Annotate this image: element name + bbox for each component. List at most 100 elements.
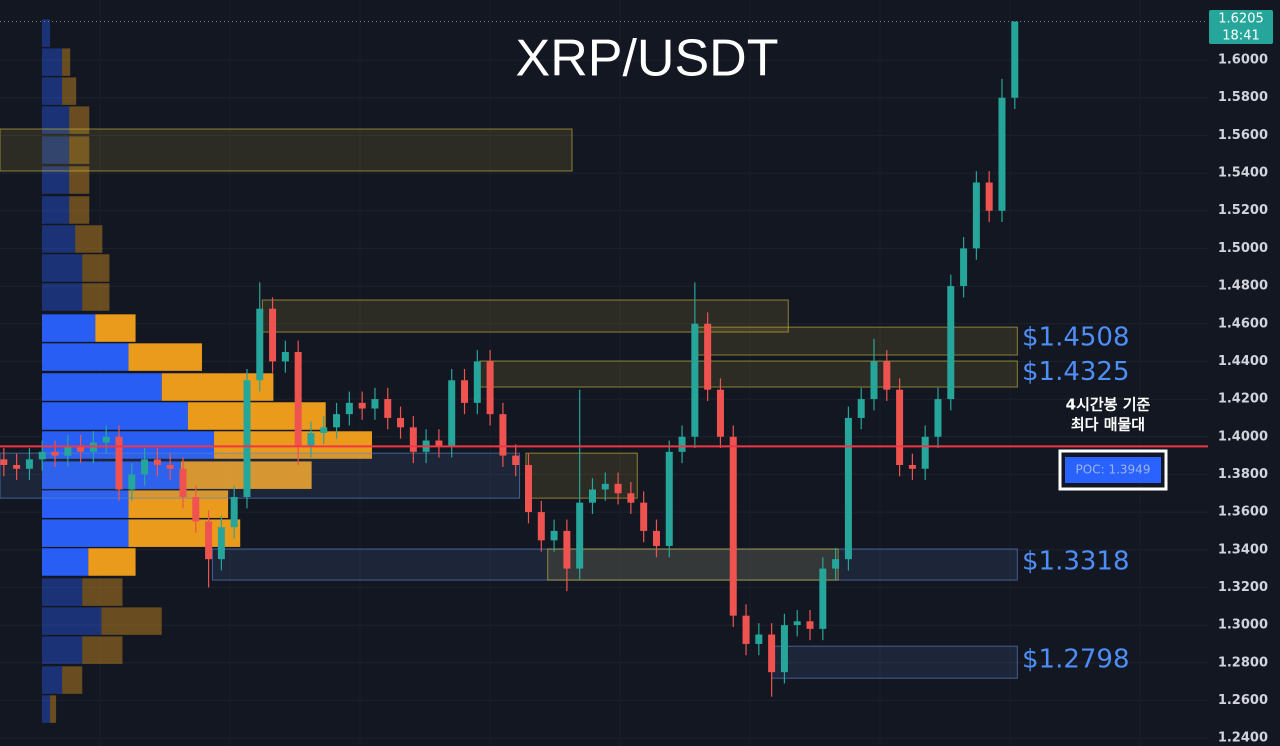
candle-body bbox=[588, 489, 596, 503]
profile-buy-bar bbox=[42, 19, 51, 47]
profile-buy-bar bbox=[42, 136, 70, 164]
profile-sell-bar bbox=[62, 77, 77, 105]
profile-buy-bar bbox=[42, 402, 188, 430]
candle-body bbox=[461, 380, 469, 403]
candle-body bbox=[38, 451, 46, 460]
candle-body bbox=[691, 323, 699, 437]
profile-sell-bar bbox=[69, 136, 90, 164]
profile-sell-bar bbox=[128, 490, 229, 518]
candle-body bbox=[499, 414, 507, 456]
profile-sell-bar bbox=[95, 314, 136, 342]
candle-body bbox=[844, 417, 852, 560]
price-annotation: $1.2798 bbox=[1022, 645, 1130, 675]
candle-body bbox=[243, 380, 251, 498]
y-tick-label: 1.5000 bbox=[1218, 241, 1268, 256]
profile-buy-bar bbox=[42, 519, 129, 547]
y-tick-label: 1.4000 bbox=[1218, 429, 1268, 444]
last-price-label: 1.6205 bbox=[1218, 12, 1264, 27]
candle-body bbox=[972, 182, 980, 249]
note-text: 4시간봉 기준 bbox=[1066, 396, 1151, 414]
zone bbox=[771, 645, 1018, 679]
candle-body bbox=[729, 436, 737, 616]
y-tick-label: 1.2400 bbox=[1218, 731, 1268, 746]
candle-body bbox=[896, 389, 904, 466]
y-tick-label: 1.4400 bbox=[1218, 354, 1268, 369]
y-tick-label: 1.5200 bbox=[1218, 203, 1268, 218]
profile-buy-bar bbox=[42, 283, 83, 311]
candle-body bbox=[217, 527, 225, 560]
note-text: 최다 매물대 bbox=[1071, 416, 1145, 434]
candle-body bbox=[998, 97, 1006, 211]
y-tick-label: 1.2600 bbox=[1218, 693, 1268, 708]
candle-body bbox=[614, 483, 622, 494]
candle-body bbox=[77, 446, 85, 452]
candle-body bbox=[128, 474, 136, 490]
candle-body bbox=[806, 621, 814, 629]
candle-body bbox=[525, 465, 532, 513]
candle-body bbox=[755, 634, 763, 644]
candle-body bbox=[832, 559, 840, 569]
y-tick-label: 1.5600 bbox=[1218, 128, 1268, 143]
profile-buy-bar bbox=[42, 314, 96, 342]
profile-buy-bar bbox=[42, 196, 70, 224]
zone bbox=[547, 548, 839, 581]
profile-sell-bar bbox=[161, 373, 274, 401]
price-axis-labels: 1.2400 1.2600 1.2800 1.3000 1.3200 1.3400 1.36… bbox=[1209, 10, 1273, 746]
candle-body bbox=[473, 361, 481, 403]
candle-body bbox=[537, 512, 545, 541]
candle-body bbox=[947, 286, 955, 400]
candle-body bbox=[576, 502, 584, 569]
profile-buy-bar bbox=[42, 77, 63, 105]
profile-sell-bar bbox=[101, 607, 162, 635]
candle-body bbox=[192, 497, 200, 522]
price-annotation: $1.4508 bbox=[1022, 323, 1130, 353]
y-tick-label: 1.6000 bbox=[1218, 53, 1268, 68]
candle-body bbox=[768, 634, 776, 673]
candle-body bbox=[333, 414, 341, 428]
candle-body bbox=[345, 402, 353, 415]
candle-body bbox=[153, 459, 161, 466]
price-axis bbox=[1208, 0, 1280, 746]
profile-buy-bar bbox=[42, 343, 129, 371]
candle-body bbox=[448, 380, 456, 447]
candle-body bbox=[102, 436, 110, 443]
y-tick-label: 1.2800 bbox=[1218, 655, 1268, 670]
zone bbox=[0, 452, 521, 499]
candle-body bbox=[857, 399, 865, 418]
y-tick-label: 1.5400 bbox=[1218, 166, 1268, 181]
candle-body bbox=[550, 530, 558, 541]
zone bbox=[0, 128, 573, 172]
zones bbox=[0, 128, 1018, 679]
candle-body bbox=[486, 361, 494, 415]
candle-body bbox=[563, 530, 571, 569]
candle-body bbox=[960, 248, 968, 287]
candle-body bbox=[985, 182, 993, 211]
candle-body bbox=[640, 502, 648, 531]
y-tick-label: 1.4200 bbox=[1218, 392, 1268, 407]
profile-sell-bar bbox=[62, 48, 71, 76]
profile-sell-bar bbox=[128, 343, 202, 371]
candle-body bbox=[51, 451, 59, 456]
profile-sell-bar bbox=[69, 196, 90, 224]
y-tick-label: 1.5800 bbox=[1218, 90, 1268, 105]
y-tick-label: 1.3000 bbox=[1218, 618, 1268, 633]
zone bbox=[696, 326, 1018, 356]
candle-body bbox=[908, 465, 916, 469]
candle-body bbox=[179, 468, 187, 498]
profile-buy-bar bbox=[42, 225, 76, 253]
candle-body bbox=[409, 427, 417, 452]
profile-buy-bar bbox=[42, 636, 83, 664]
y-tick-label: 1.3800 bbox=[1218, 467, 1268, 482]
candle-body bbox=[870, 361, 878, 400]
profile-sell-bar bbox=[214, 431, 372, 459]
profile-buy-bar bbox=[42, 666, 63, 694]
candle-body bbox=[205, 521, 213, 560]
profile-buy-bar bbox=[42, 548, 89, 576]
profile-buy-bar bbox=[42, 695, 51, 723]
profile-sell-bar bbox=[82, 283, 110, 311]
profile-sell-bar bbox=[62, 666, 83, 694]
poc-box bbox=[1065, 457, 1161, 483]
candle-body bbox=[627, 493, 635, 503]
